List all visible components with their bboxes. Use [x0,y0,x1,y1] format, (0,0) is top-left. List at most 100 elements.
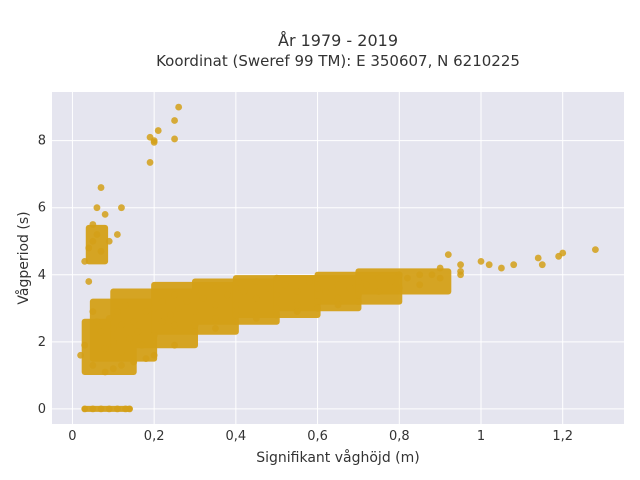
data-point [146,159,154,166]
data-point [314,284,321,292]
data-point [314,304,321,312]
data-point [142,355,150,363]
data-point [252,294,260,302]
data-point [77,351,84,359]
data-point [485,261,493,269]
data-point [477,257,485,265]
data-point [232,311,240,319]
data-point [498,264,505,272]
x-axis-ticks: 0 0,2 0,4 0,6 0,8 1 1,2 [68,429,573,444]
data-point [171,291,178,299]
dense-region [85,224,109,265]
data-point [142,308,150,316]
data-point [81,405,89,413]
data-point [395,284,403,292]
data-point [89,405,97,413]
x-axis-title: Signifikant våghöjd (m) [256,449,419,466]
data-point [89,361,97,369]
data-point [314,274,321,282]
data-point [293,288,301,295]
data-point [113,308,121,316]
data-point [93,231,101,238]
y-tick-label: 2 [38,335,46,350]
data-point [224,291,232,299]
data-point [355,298,362,305]
data-point [158,318,166,326]
data-point [375,274,383,282]
data-point [416,271,424,279]
data-point [232,301,240,309]
data-point [150,331,158,339]
y-tick-label: 6 [38,201,46,216]
data-point [171,321,178,329]
data-point [109,338,117,346]
data-point [89,237,97,245]
data-point [122,301,129,309]
x-tick-label: 0,6 [307,429,328,444]
data-point [85,244,93,252]
data-point [355,291,362,299]
data-point [240,288,248,295]
data-point [387,278,395,285]
data-point [273,274,281,282]
data-point [252,278,260,285]
data-point [293,301,301,309]
data-point [436,274,444,282]
data-point [191,308,199,316]
data-points [77,103,599,413]
data-point [175,304,183,312]
data-point [212,301,219,309]
data-point [97,405,105,413]
data-point [101,368,109,376]
data-point [130,318,138,326]
data-point [252,314,260,322]
data-point [395,271,403,279]
data-point [334,301,342,309]
data-point [457,261,464,269]
data-point [273,304,281,312]
data-point [334,294,342,302]
data-point [273,311,281,319]
plot-background [52,92,624,424]
x-tick-label: 0,4 [226,429,247,444]
data-point [436,264,444,272]
data-point [109,325,117,332]
data-point [89,308,97,316]
data-point [93,204,101,212]
data-point [538,261,546,269]
data-point [118,204,125,212]
data-point [118,321,125,329]
data-point [212,314,219,322]
data-point [150,304,158,312]
data-point [126,335,134,342]
data-point [199,294,207,302]
data-point [265,284,272,292]
data-point [183,298,191,305]
data-point [592,246,599,254]
data-point [428,271,436,279]
data-point [293,308,301,316]
chart-title-line1: År 1979 - 2019 [278,31,398,50]
y-tick-label: 8 [38,134,46,149]
data-point [171,117,178,124]
data-point [559,249,567,257]
y-tick-label: 4 [38,268,46,283]
data-point [404,274,411,282]
data-point [334,281,342,289]
data-point [306,278,313,285]
data-point [126,405,134,413]
data-point [212,325,219,332]
data-point [534,254,542,262]
y-tick-label: 0 [38,402,46,417]
x-tick-label: 0,8 [389,429,410,444]
data-point [101,345,109,352]
data-point [363,281,370,289]
data-point [118,348,125,356]
data-point [457,268,464,275]
data-point [444,251,452,259]
data-point [416,281,424,289]
data-point [81,341,89,349]
data-point [105,405,113,413]
